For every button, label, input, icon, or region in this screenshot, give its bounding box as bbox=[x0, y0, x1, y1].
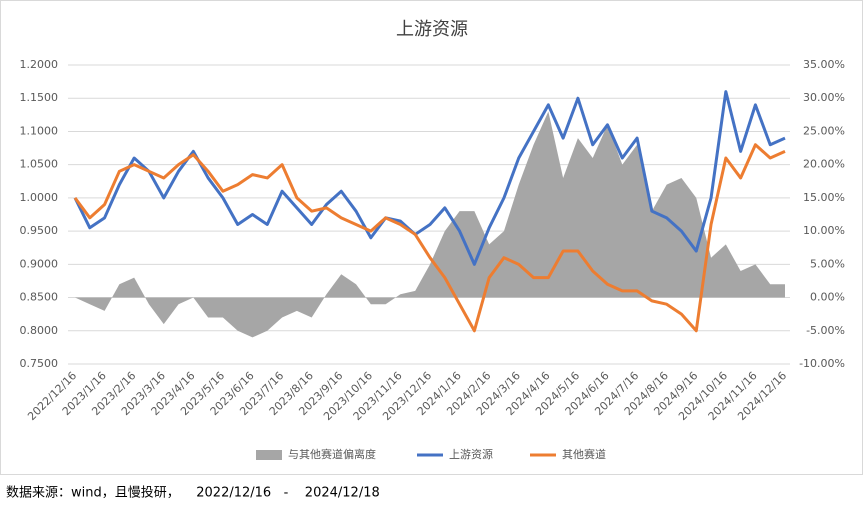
legend-label: 与其他赛道偏离度 bbox=[288, 447, 376, 461]
y2-tick-label: 10.00% bbox=[803, 224, 845, 237]
legend-swatch bbox=[256, 450, 282, 460]
y-tick-label: 0.8500 bbox=[20, 291, 59, 304]
y2-tick-label: -5.00% bbox=[806, 324, 845, 337]
y2-tick-label: 0.00% bbox=[810, 291, 845, 304]
y-tick-label: 0.7500 bbox=[20, 357, 59, 370]
chart-title: 上游资源 bbox=[396, 19, 468, 40]
chart-frame bbox=[0, 0, 863, 475]
y2-tick-label: 5.00% bbox=[810, 257, 845, 270]
y-tick-label: 0.9500 bbox=[20, 224, 59, 237]
y2-tick-label: -10.00% bbox=[799, 357, 845, 370]
y2-tick-label: 25.00% bbox=[803, 124, 845, 137]
source-note: 数据来源：wind，且慢投研， 2022/12/16 - 2024/12/18 bbox=[6, 485, 380, 501]
deviation-area bbox=[75, 111, 785, 338]
y2-tick-label: 30.00% bbox=[803, 91, 845, 104]
y-tick-label: 1.1000 bbox=[20, 124, 59, 137]
y-tick-label: 0.8000 bbox=[20, 324, 59, 337]
y2-tick-label: 20.00% bbox=[803, 158, 845, 171]
legend-label: 其他赛道 bbox=[562, 447, 606, 461]
series-line bbox=[73, 143, 786, 333]
y-tick-label: 1.0500 bbox=[20, 158, 59, 171]
y-tick-label: 1.0000 bbox=[20, 191, 59, 204]
legend-label: 上游资源 bbox=[449, 447, 493, 461]
y-tick-label: 0.9000 bbox=[20, 257, 59, 270]
y2-tick-label: 15.00% bbox=[803, 191, 845, 204]
y2-tick-label: 35.00% bbox=[803, 58, 845, 71]
y-tick-label: 1.1500 bbox=[20, 91, 59, 104]
series-line bbox=[73, 90, 786, 266]
y-tick-label: 1.2000 bbox=[20, 58, 59, 71]
